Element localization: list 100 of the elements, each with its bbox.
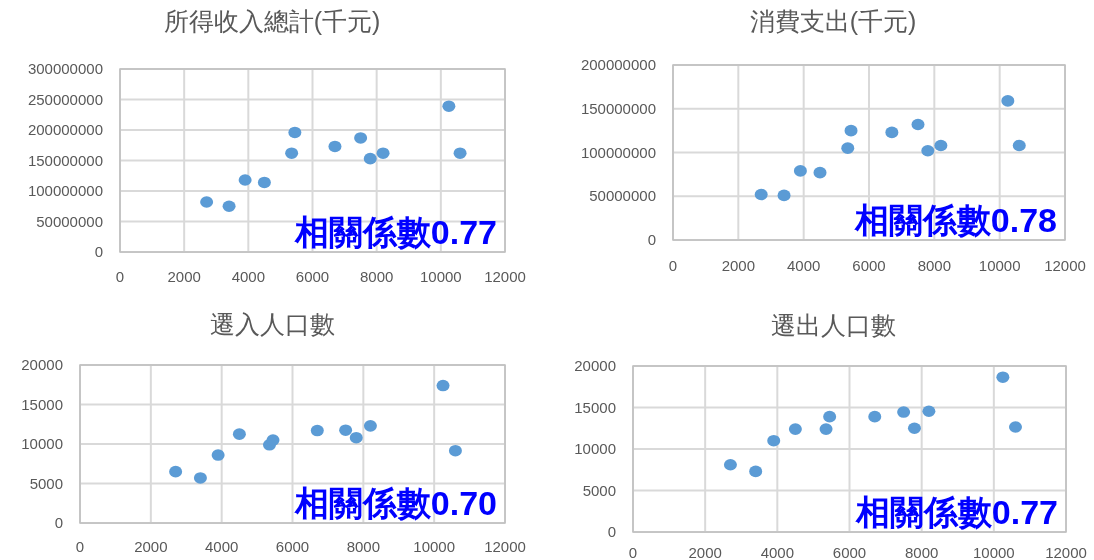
y-tick-label: 5000: [582, 481, 616, 499]
point: [922, 405, 936, 418]
x-tick-label: 8000: [904, 544, 939, 560]
x-tick-label: 2000: [688, 544, 722, 560]
x-tick-label: 6000: [852, 257, 886, 274]
x-tick-label: 4000: [786, 257, 821, 274]
point: [310, 424, 324, 437]
y-tick-label: 50000000: [36, 212, 103, 230]
point: [788, 423, 802, 435]
point: [200, 196, 214, 208]
y-tick-label: 5000: [29, 474, 63, 492]
point: [885, 126, 899, 139]
y-tick-label: 250000000: [27, 90, 103, 108]
x-tick-label: 10000: [419, 268, 462, 285]
point: [349, 431, 363, 444]
point: [767, 434, 781, 447]
x-tick-label: 6000: [275, 538, 310, 555]
annotation: 相關係數0.77: [293, 213, 497, 251]
y-tick-label: 300000000: [27, 60, 103, 77]
point: [266, 434, 280, 446]
x-tick-label: 4000: [231, 268, 266, 285]
y-tick-label: 150000000: [27, 151, 103, 169]
point: [285, 147, 299, 159]
y-tick-label: 200000000: [27, 121, 103, 138]
y-tick-label: 200000000: [580, 56, 656, 73]
point: [453, 147, 467, 159]
point: [754, 188, 768, 201]
point: [376, 147, 390, 159]
point: [1012, 139, 1026, 152]
x-tick-label: 4000: [760, 544, 795, 560]
point: [232, 428, 246, 440]
point: [363, 420, 377, 432]
y-tick-label: 10000: [21, 435, 63, 452]
point: [934, 139, 948, 152]
point: [1008, 421, 1022, 433]
point: [211, 449, 225, 461]
y-tick-label: 100000000: [580, 143, 656, 161]
x-tick-label: 0: [668, 257, 678, 274]
point: [841, 142, 855, 154]
x-tick-label: 12000: [484, 538, 526, 555]
y-tick-label: 10000: [574, 440, 616, 457]
y-tick-label: 0: [647, 231, 656, 248]
point: [813, 166, 827, 179]
point: [238, 174, 252, 186]
y-tick-label: 20000: [574, 357, 616, 374]
x-tick-label: 8000: [346, 538, 381, 555]
point: [868, 410, 882, 423]
x-tick-label: 6000: [832, 544, 867, 560]
point: [339, 424, 353, 436]
annotation: 相關係數0.78: [853, 201, 1057, 239]
chart-title: 所得收入總計(千元): [163, 7, 381, 35]
x-tick-label: 12000: [1044, 257, 1086, 274]
chart-title: 遷入人口數: [209, 310, 335, 338]
annotation: 相關係數0.70: [293, 484, 497, 522]
point: [1001, 95, 1015, 107]
annotation: 相關係數0.77: [854, 493, 1058, 531]
y-tick-label: 15000: [21, 395, 63, 413]
x-tick-label: 10000: [972, 544, 1015, 560]
point: [442, 100, 456, 113]
point: [823, 410, 837, 423]
y-tick-label: 50000000: [589, 187, 656, 205]
x-tick-label: 8000: [359, 268, 394, 285]
x-tick-label: 0: [75, 538, 85, 555]
x-tick-label: 2000: [167, 268, 201, 285]
point: [749, 465, 763, 478]
x-tick-label: 12000: [1045, 544, 1087, 560]
point: [169, 465, 183, 478]
point: [911, 118, 925, 131]
point: [222, 200, 236, 213]
point: [897, 406, 911, 418]
point: [257, 176, 271, 189]
point: [793, 165, 807, 177]
y-tick-label: 150000000: [580, 99, 656, 117]
x-tick-label: 12000: [484, 268, 526, 285]
x-tick-label: 6000: [295, 268, 330, 285]
x-tick-label: 8000: [917, 257, 952, 274]
point: [354, 132, 368, 144]
x-tick-label: 0: [628, 544, 638, 560]
point: [193, 472, 207, 484]
x-tick-label: 0: [115, 268, 125, 285]
y-tick-label: 0: [607, 523, 616, 540]
point: [996, 371, 1010, 384]
point: [723, 458, 737, 471]
y-tick-label: 100000000: [27, 182, 103, 199]
y-tick-label: 0: [94, 243, 103, 260]
point: [819, 423, 833, 435]
x-tick-label: 10000: [413, 538, 456, 555]
x-tick-label: 2000: [721, 257, 756, 274]
y-tick-label: 15000: [574, 398, 616, 416]
y-tick-label: 20000: [21, 356, 63, 373]
chart-title: 遷出人口數: [770, 311, 896, 339]
chart-title: 消費支出(千元): [749, 7, 917, 35]
point: [777, 189, 791, 202]
point: [436, 379, 450, 392]
point: [328, 140, 342, 153]
point: [921, 144, 935, 157]
point: [907, 422, 921, 435]
point: [844, 124, 858, 137]
point: [288, 126, 302, 139]
y-tick-label: 0: [54, 514, 63, 531]
